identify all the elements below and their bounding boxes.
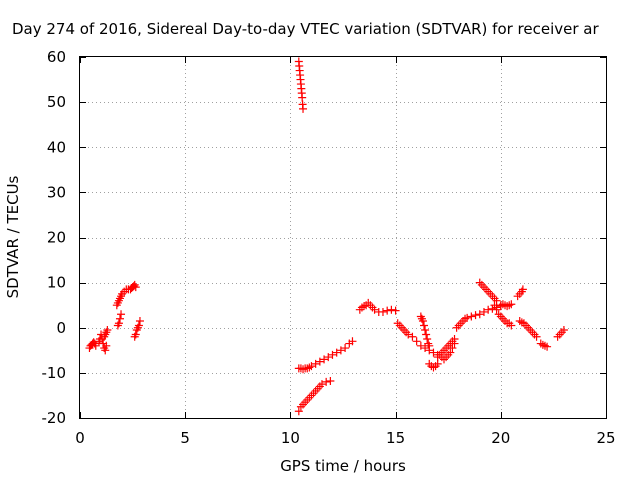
data-point [448,344,457,353]
x-tick-label: 15 [386,429,405,447]
y-tick-label: 0 [56,319,66,337]
data-point [336,346,345,355]
data-point [131,283,140,292]
data-point [311,359,320,368]
data-point [423,335,432,344]
data-point [505,301,514,310]
data-points [85,57,568,416]
data-point [91,341,100,350]
data-point [135,316,144,325]
data-point [391,306,400,315]
data-point [348,337,357,346]
x-axis-label: GPS time / hours [280,457,406,475]
y-tick-label: 40 [47,138,66,156]
data-point [307,362,316,371]
data-point [488,304,497,313]
x-tick-label: 5 [180,429,190,447]
data-point [102,341,111,350]
data-point [450,339,459,348]
data-point [114,319,123,328]
data-point [383,306,392,315]
data-point [370,305,379,314]
data-point [134,321,143,330]
y-tick-label: 10 [47,274,66,292]
chart-title: Day 274 of 2016, Sidereal Day-to-day VTE… [12,20,599,38]
data-point [471,311,480,320]
y-tick-label: 50 [47,93,66,111]
data-point [299,365,308,374]
data-point [294,407,303,416]
data-point [484,305,493,314]
data-point [418,316,427,325]
data-point [446,348,455,357]
data-point [305,363,314,372]
y-axis-label: SDTVAR / TECUs [4,175,22,298]
data-point [341,344,350,353]
x-tick-label: 0 [75,429,85,447]
axis-ticks: 0 5 10 15 20 25 -20 -10 0 10 20 30 40 50 60 [42,48,616,447]
data-point [378,307,387,316]
data-point [299,104,308,113]
data-point [479,307,488,316]
data-point [117,310,126,319]
data-point [429,348,438,357]
data-point [475,310,484,319]
x-tick-label: 25 [596,429,615,447]
data-point [503,302,512,311]
data-point [404,330,413,339]
data-point [492,296,501,305]
data-point [422,330,431,339]
data-point [101,346,110,355]
data-point [328,350,337,359]
data-point [421,326,430,335]
data-point [467,312,476,321]
data-point [507,300,516,309]
data-point [416,341,425,350]
x-tick-label: 20 [491,429,510,447]
y-tick-label: 60 [47,48,66,66]
grid-lines [80,57,606,418]
y-tick-label: 20 [47,229,66,247]
data-point [420,321,429,330]
data-point [538,340,547,349]
data-point [559,326,568,335]
x-tick-label: 10 [281,429,300,447]
plot-frame [79,56,607,419]
data-point [532,332,541,341]
data-point [317,380,326,389]
data-point [322,377,331,386]
data-point [387,305,396,314]
data-point [103,326,112,335]
data-point [425,341,434,350]
data-point [543,342,552,351]
data-point [433,359,442,368]
data-point [332,348,341,357]
data-point [507,321,516,330]
y-tick-label: -20 [42,409,67,427]
y-tick-label: -10 [42,364,67,382]
data-point [492,305,501,314]
data-point [421,344,430,353]
data-point [131,330,140,339]
data-point [326,376,335,385]
data-point [324,353,333,362]
data-point [412,337,421,346]
data-point [429,363,438,372]
data-point [518,285,527,294]
data-point [115,314,124,323]
data-point [463,313,472,322]
data-point [320,355,329,364]
data-point [408,332,417,341]
data-point [315,357,324,366]
y-tick-label: 30 [47,183,66,201]
data-point [298,93,307,102]
